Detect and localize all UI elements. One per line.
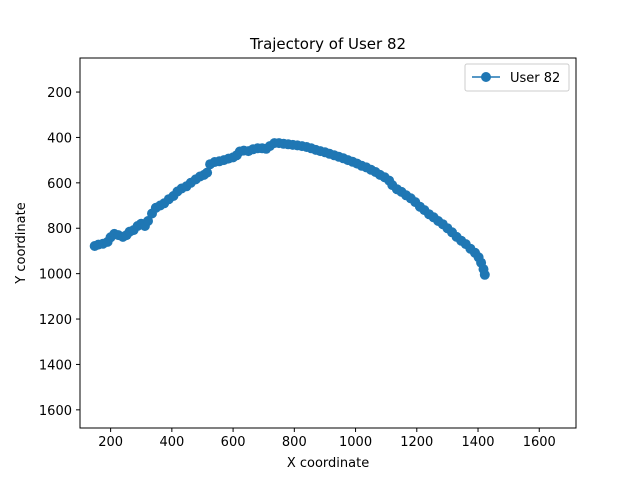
x-axis: 200 400 600 800 1000 1200 1400 1600 <box>98 428 556 450</box>
data-point <box>202 167 213 178</box>
x-tick-label: 200 <box>98 435 123 450</box>
chart-title: Trajectory of User 82 <box>249 35 406 53</box>
x-tick-label: 600 <box>221 435 246 450</box>
y-axis: 200 400 600 800 1000 1200 1400 1600 <box>39 86 80 419</box>
y-tick-label: 200 <box>47 86 72 101</box>
y-tick-label: 1400 <box>39 358 72 373</box>
legend-marker <box>481 72 491 82</box>
data-point <box>479 269 490 280</box>
y-tick-label: 400 <box>47 131 72 146</box>
y-tick-label: 600 <box>47 177 72 192</box>
y-tick-label: 1600 <box>39 404 72 419</box>
x-tick-label: 1200 <box>400 435 433 450</box>
legend: User 82 <box>464 63 570 92</box>
x-tick-label: 1600 <box>523 435 556 450</box>
x-tick-label: 800 <box>282 435 307 450</box>
x-axis-title: X coordinate <box>287 456 369 471</box>
legend-label: User 82 <box>510 71 560 86</box>
plot-area <box>89 138 490 280</box>
axes-frame <box>79 57 577 429</box>
y-tick-label: 1200 <box>39 313 72 328</box>
legend-box <box>464 63 570 92</box>
data-point <box>143 216 153 226</box>
y-tick-label: 800 <box>47 222 72 237</box>
y-axis-title: Y coordinate <box>14 202 29 284</box>
x-tick-label: 1000 <box>339 435 372 450</box>
x-tick-label: 400 <box>159 435 184 450</box>
x-tick-label: 1400 <box>461 435 494 450</box>
y-tick-label: 1000 <box>39 268 72 283</box>
